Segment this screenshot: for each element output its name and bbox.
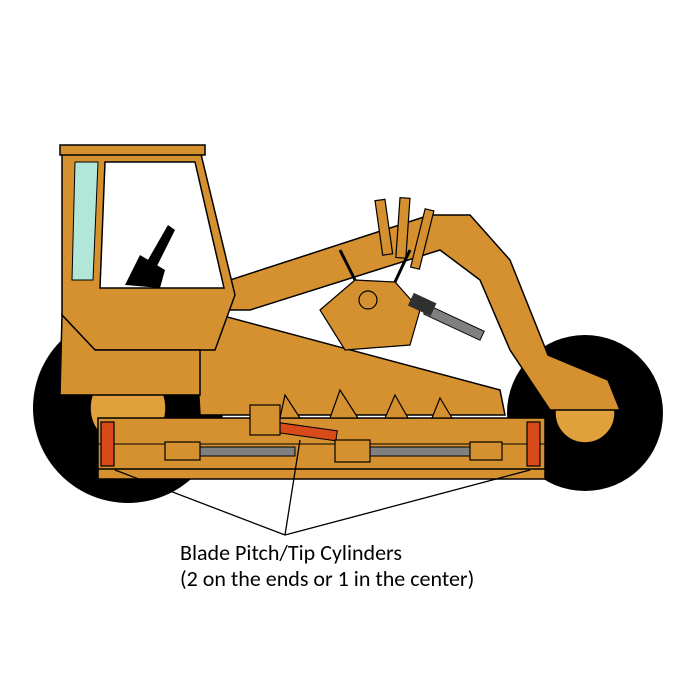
side-piston [408, 293, 484, 340]
tip-cylinder-right [527, 422, 540, 466]
cutting-edge [98, 469, 545, 479]
annotation-line1: Blade Pitch/Tip Cylinders [180, 539, 402, 566]
cab-window-glass [72, 162, 98, 280]
grader-diagram: Blade Pitch/Tip Cylinders (2 on the ends… [0, 0, 700, 700]
tip-cylinder-left [101, 422, 114, 466]
cab-roof [60, 145, 205, 155]
annotation-line2: (2 on the ends or 1 in the center) [180, 565, 474, 592]
